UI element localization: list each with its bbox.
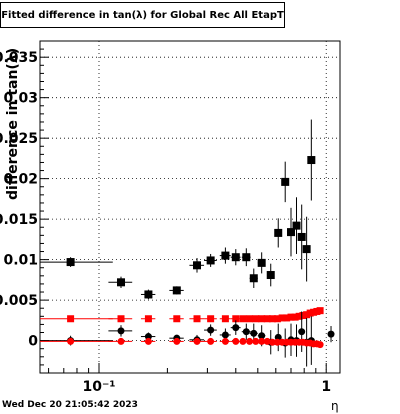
data-point-square (246, 315, 254, 323)
data-point-square (283, 314, 291, 322)
x-tick-label: 10⁻¹ (82, 379, 115, 395)
y-tick-label: 0.025 (0, 131, 38, 147)
y-tick-label: 0.005 (0, 293, 38, 309)
y-axis-label: difference in tan(λ) (5, 47, 21, 200)
data-point-circle (144, 337, 152, 345)
data-point-square (281, 177, 290, 186)
data-point-circle (239, 337, 247, 345)
data-point-square (66, 258, 75, 267)
data-point-square (263, 315, 271, 323)
data-point-circle (173, 337, 181, 345)
data-point-circle (117, 327, 125, 335)
data-point-square (231, 253, 240, 262)
data-point-square (268, 315, 276, 323)
data-point-square (117, 278, 126, 287)
y-tick-label: 0 (28, 334, 38, 350)
data-point-square (287, 228, 296, 237)
data-point-square (232, 315, 240, 323)
data-point-square (207, 315, 215, 323)
data-point-circle (207, 337, 215, 345)
data-point-square (193, 315, 201, 323)
data-point-square (206, 256, 215, 265)
data-point-square (242, 253, 251, 262)
data-point-square (249, 274, 258, 283)
data-point-circle (207, 326, 215, 334)
data-point-circle (232, 324, 240, 332)
data-point-circle (250, 329, 258, 337)
data-point-square (274, 228, 283, 237)
data-point-circle (67, 337, 75, 345)
data-point-circle (263, 337, 271, 345)
y-tick-label: 0.03 (3, 91, 38, 107)
data-point-square (172, 286, 181, 295)
data-point-circle (258, 337, 266, 345)
data-point-circle (252, 337, 260, 345)
data-point-square (302, 245, 311, 254)
data-point-square (144, 290, 153, 299)
data-point-circle (144, 333, 152, 341)
data-point-square (193, 261, 202, 270)
data-point-square (297, 232, 306, 241)
data-point-circle (117, 337, 125, 345)
data-point-circle (298, 328, 306, 336)
data-point-square (239, 315, 247, 323)
data-point-circle (221, 337, 229, 345)
data-point-square (291, 313, 299, 321)
data-point-square (266, 271, 275, 280)
y-tick-label: 0.035 (0, 50, 38, 66)
y-tick-label: 0.015 (0, 212, 38, 228)
data-point-square (221, 251, 230, 260)
data-point-square (67, 315, 75, 323)
data-point-square (303, 311, 311, 319)
data-point-square (258, 315, 266, 323)
data-point-circle (268, 338, 276, 346)
y-tick-label: 0.01 (3, 253, 38, 269)
data-point-circle (193, 337, 201, 345)
data-point-square (316, 307, 324, 315)
data-point-circle (242, 328, 250, 336)
data-point-circle (221, 331, 229, 339)
data-point-square (299, 312, 307, 320)
timestamp: Wed Dec 20 21:05:42 2023 (2, 400, 138, 410)
data-point-square (117, 315, 125, 323)
data-point-square (221, 315, 229, 323)
data-point-square (252, 315, 260, 323)
data-point-circle (316, 341, 324, 349)
data-point-square (273, 315, 281, 323)
data-point-square (287, 313, 295, 321)
data-point-square (257, 258, 266, 267)
data-point-square (173, 315, 181, 323)
data-point-circle (246, 337, 254, 345)
y-tick-label: 0.02 (3, 172, 38, 188)
chart-title: Fitted difference in tan(λ) for Global R… (0, 2, 285, 28)
data-point-square (295, 312, 303, 320)
data-point-circle (258, 332, 266, 340)
data-point-square (278, 314, 286, 322)
data-point-square (292, 221, 301, 230)
x-tick-label: 1 (321, 379, 331, 395)
x-axis-label: η (331, 399, 339, 413)
plot-frame (39, 40, 341, 374)
data-point-square (307, 156, 316, 165)
data-point-circle (327, 330, 335, 338)
data-point-circle (232, 337, 240, 345)
data-point-square (144, 315, 152, 323)
